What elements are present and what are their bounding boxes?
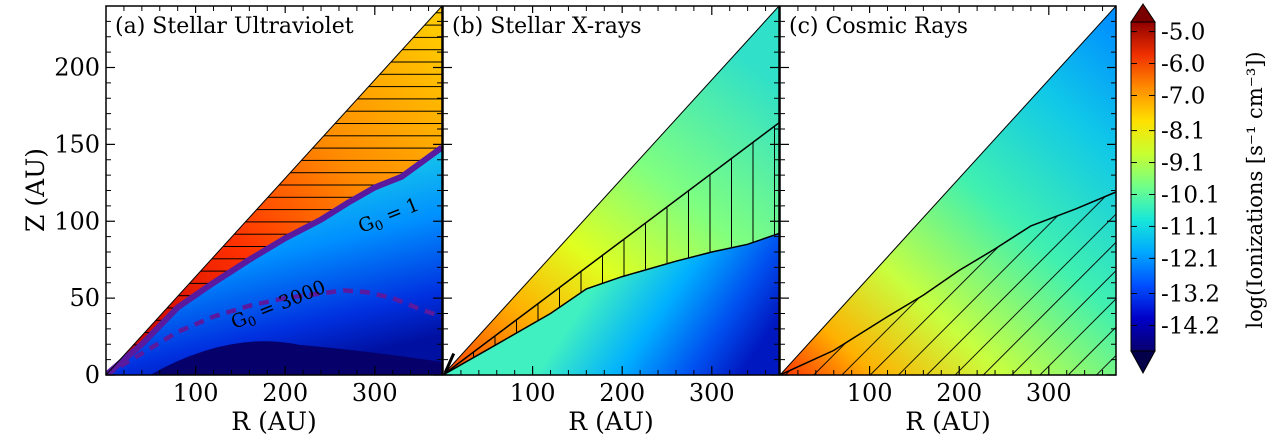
panel-title: (c) Cosmic Rays [789,14,968,39]
panel-3-plot-area [780,6,1116,375]
colorbar-tick-label: -5.0 [1161,20,1205,46]
cosmic-ray-hatch [780,192,1116,375]
colorbar-tick-label: -9.1 [1161,151,1205,177]
y-tick-label: 0 [85,361,100,389]
panel-title: (a) Stellar Ultraviolet [115,14,354,39]
panel-title: (b) Stellar X-rays [452,14,642,39]
contour-g0-1 [106,144,442,375]
y-tick-label: 150 [54,130,100,158]
x-tick-label: 300 [1026,379,1072,407]
uv-shielded-region [106,147,442,375]
disk-surface-line [443,6,779,375]
cosmic-ray-boundary [780,191,1116,375]
colorbar-tick-label: -6.0 [1161,52,1205,78]
colorbar-body [1130,21,1156,352]
colorbar-tick-label: -7.0 [1161,83,1205,109]
x-tick-label: 300 [352,379,398,407]
x-axis-label: R (AU) [231,407,316,436]
xray-lower-boundary [443,232,779,375]
x-tick-label: 300 [689,379,735,407]
x-tick-label: 100 [173,379,219,407]
panel-title-background [449,13,645,40]
x-tick-label: 100 [510,379,556,407]
panel-3: 100 200 300 (c) Cosmic Rays R (AU) [779,5,1117,436]
colorbar-tick-label: -10.1 [1161,182,1220,208]
xray-midplane-region [443,233,779,375]
xray-upper-boundary [443,122,779,375]
disk-surface-line [780,6,1116,375]
colorbar-top-arrow [1130,3,1156,23]
colorbar-tick-label: -14.2 [1161,313,1220,339]
colorbar-tick-label: -8.1 [1161,119,1205,145]
colorbar-tick-label: -12.1 [1161,246,1220,272]
colorbar: -5.0 -6.0 -7.0 -8.1 -9.1 -10.1 -11.1 -12.1 -13.2… [1130,3,1267,375]
panel-2-plot-area [443,6,779,375]
panel-2: 100 200 300 (b) Stellar X-rays R (AU) [442,5,780,436]
x-axis-label: R (AU) [905,407,990,436]
colorbar-tick-label: -13.2 [1161,282,1220,308]
panel-1-plot-area [106,6,442,375]
x-tick-label: 200 [936,379,982,407]
x-tick-label: 200 [599,379,645,407]
colorbar-bottom-arrow [1130,350,1156,375]
xray-inner-edge [443,352,456,374]
y-tick-label: 200 [54,54,100,82]
contour-g0-3000 [106,288,442,375]
disk-surface-line [106,6,442,375]
colorbar-label: log(Ionizations [s⁻¹ cm⁻³]) [1243,51,1267,328]
y-tick-label: 50 [69,284,100,312]
midplane-core [150,341,442,375]
x-tick-label: 200 [262,379,308,407]
panel-title-background [786,13,971,40]
panel-title-background [112,13,357,40]
x-tick-label: 100 [847,379,893,407]
y-tick-label: 100 [54,207,100,235]
x-axis-label: R (AU) [568,407,653,436]
y-axis-label: Z (AU) [21,148,50,232]
colorbar-tick-label: -11.1 [1161,214,1220,240]
